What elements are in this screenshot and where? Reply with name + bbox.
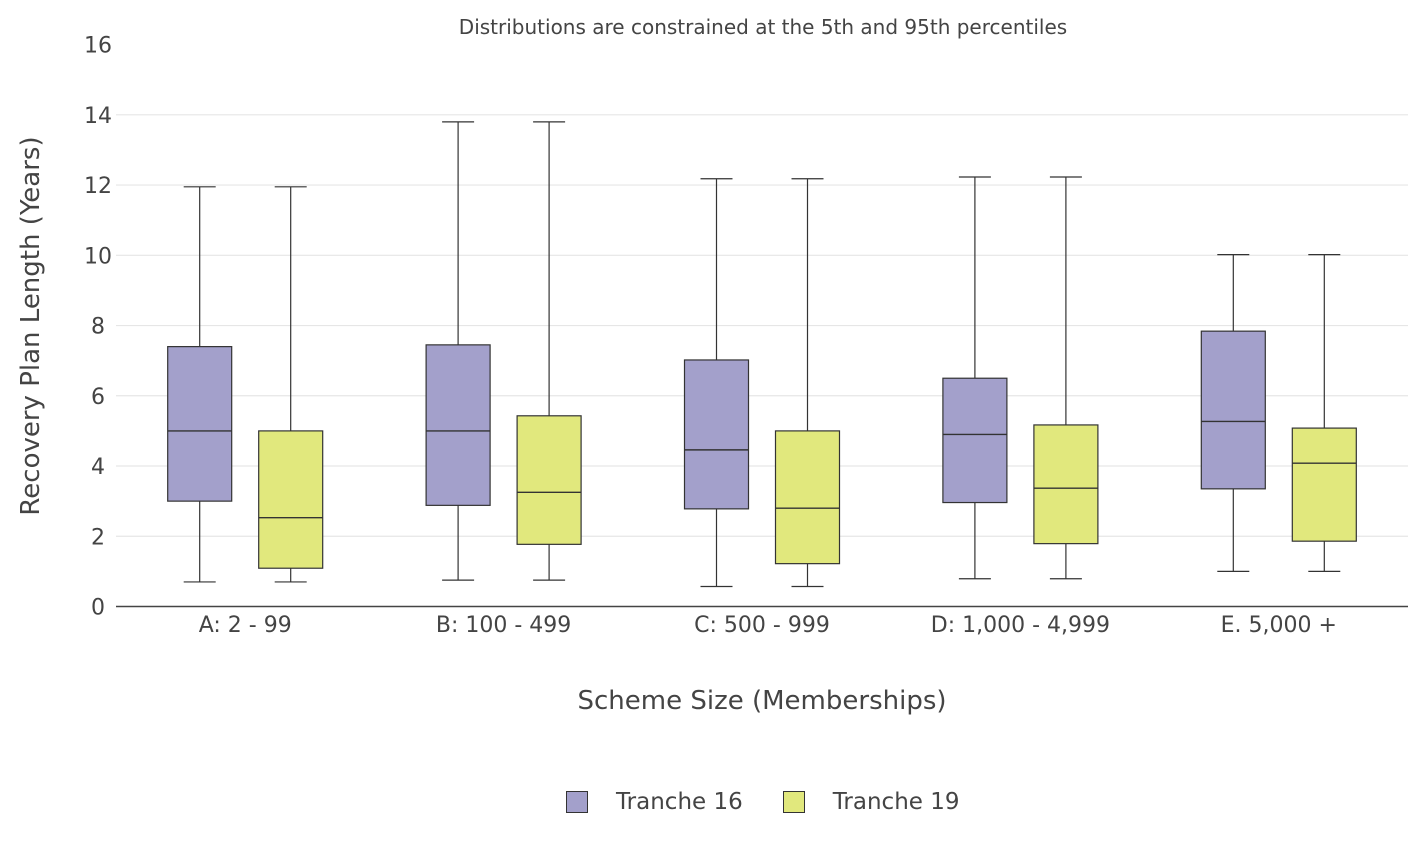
iqr-box xyxy=(1033,424,1099,545)
y-tick-label: 14 xyxy=(84,104,112,129)
x-tick-label: B: 100 - 499 xyxy=(436,613,571,638)
y-tick-label: 16 xyxy=(84,34,112,59)
iqr-box xyxy=(942,377,1008,504)
box-tranche-16 xyxy=(942,176,1008,580)
iqr-box xyxy=(425,344,491,506)
legend-swatch-tranche-16 xyxy=(566,791,588,813)
box-tranche-19 xyxy=(1291,253,1357,572)
y-tick-label: 12 xyxy=(84,174,112,199)
box-tranche-16 xyxy=(425,121,491,581)
legend: Tranche 16 Tranche 19 xyxy=(566,789,1000,815)
box-layer xyxy=(167,121,1357,588)
iqr-box xyxy=(1200,330,1266,490)
y-tick-label: 8 xyxy=(91,315,105,340)
y-tick-label: 2 xyxy=(91,525,105,550)
gridlines xyxy=(116,114,1408,537)
y-axis-ticks: 0 2 4 6 8 10 12 14 16 xyxy=(84,34,112,621)
box-tranche-16 xyxy=(1200,253,1266,572)
y-tick-label: 10 xyxy=(84,244,112,269)
box-tranche-19 xyxy=(516,121,582,581)
iqr-box xyxy=(774,430,841,565)
iqr-box xyxy=(167,346,233,502)
x-axis-ticks: A: 2 - 99 B: 100 - 499 C: 500 - 999 D: 1,00… xyxy=(199,613,1337,638)
iqr-box xyxy=(683,359,750,510)
legend-item-tranche-19[interactable]: Tranche 19 xyxy=(782,789,960,815)
legend-label-tranche-19: Tranche 19 xyxy=(832,789,960,815)
y-tick-label: 0 xyxy=(91,596,105,621)
legend-label-tranche-16: Tranche 16 xyxy=(616,789,743,815)
x-tick-label: C: 500 - 999 xyxy=(694,613,830,638)
box-tranche-19 xyxy=(774,178,841,588)
y-tick-label: 6 xyxy=(91,385,105,410)
legend-item-tranche-16[interactable]: Tranche 16 xyxy=(566,789,743,815)
box-tranche-19 xyxy=(1033,176,1099,580)
y-tick-label: 4 xyxy=(91,455,105,480)
x-axis-label: Scheme Size (Memberships) xyxy=(577,686,946,716)
box-tranche-16 xyxy=(683,178,750,588)
y-axis-label: Recovery Plan Length (Years) xyxy=(16,136,46,515)
iqr-box xyxy=(1291,427,1357,542)
iqr-box xyxy=(516,415,582,545)
box-tranche-19 xyxy=(258,186,324,583)
box-tranche-16 xyxy=(167,186,233,583)
chart-title: Distributions are constrained at the 5th… xyxy=(459,15,1067,39)
x-tick-label: E. 5,000 + xyxy=(1221,613,1337,638)
x-tick-label: A: 2 - 99 xyxy=(199,613,292,638)
legend-swatch-tranche-19 xyxy=(782,791,805,813)
iqr-box xyxy=(258,430,324,569)
x-tick-label: D: 1,000 - 4,999 xyxy=(931,613,1110,638)
